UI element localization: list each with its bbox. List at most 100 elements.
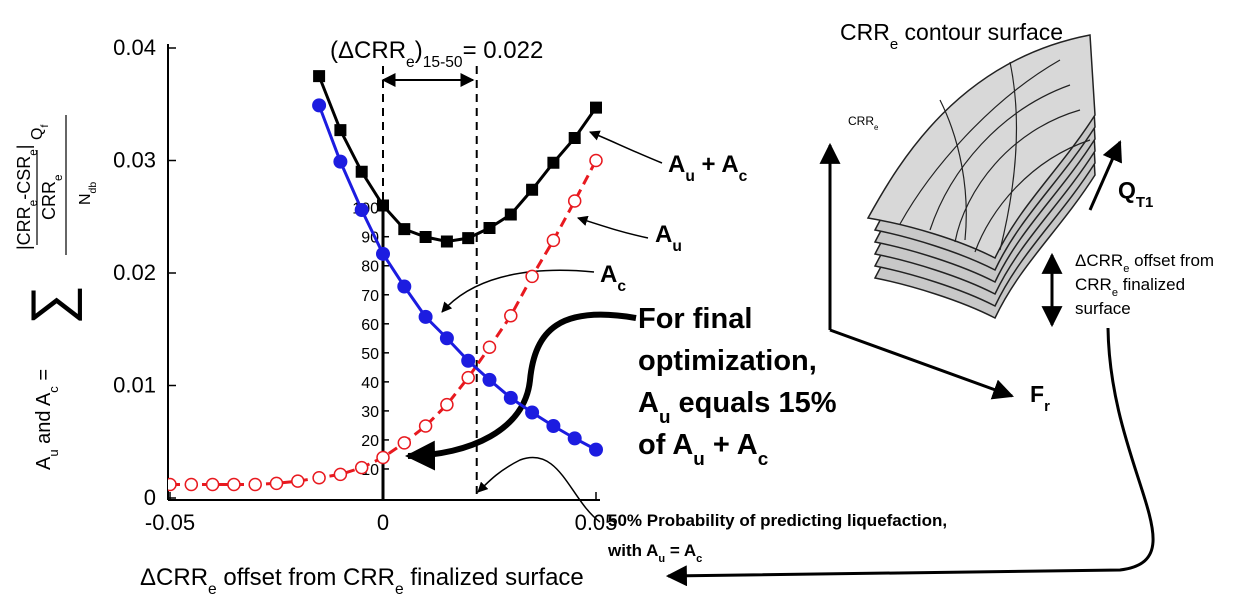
chart-title-part: (ΔCRR xyxy=(330,37,406,64)
callout-line-part: c xyxy=(758,448,768,469)
y-label-denominator: CRRe xyxy=(39,174,65,220)
y-label-text: Au and Ac = xyxy=(33,369,61,470)
x-axis-title-part: e xyxy=(395,581,404,596)
note-line-part: with A xyxy=(607,541,658,560)
y2-tick-label: 20 xyxy=(361,433,379,450)
offset-note-line-part: finalized xyxy=(1118,275,1185,294)
point xyxy=(505,310,517,322)
point xyxy=(312,98,326,112)
y-label-denominator-part: e xyxy=(52,174,65,181)
point xyxy=(333,155,347,169)
callout-line: of Au + Ac xyxy=(638,429,768,469)
point xyxy=(462,372,474,384)
arrow xyxy=(578,218,648,238)
callout-line: Au equals 15% xyxy=(638,387,837,427)
series-label: Au xyxy=(655,221,682,255)
diagram-title: CRRe contour surface xyxy=(840,19,1063,53)
diagram-title-part: contour surface xyxy=(898,19,1063,45)
y-label-denominator-part: CRR xyxy=(39,181,59,220)
callout-line-part: equals 15% xyxy=(670,387,836,419)
point xyxy=(484,341,496,353)
y-tick-label: 0 xyxy=(144,485,156,510)
callout-line-part: u xyxy=(693,448,705,469)
x-tick-label: 0 xyxy=(377,510,389,535)
offset-note-line: ΔCRRe offset from xyxy=(1075,251,1214,275)
y2-tick-label: 30 xyxy=(361,404,379,421)
point xyxy=(484,222,496,234)
y2-tick-label: 70 xyxy=(361,288,379,305)
series-label-part: + A xyxy=(695,151,739,178)
series-label-part: A xyxy=(600,261,617,288)
point xyxy=(398,437,410,449)
axis-label-part: Q xyxy=(1118,177,1136,203)
point xyxy=(569,132,581,144)
offset-note-line: surface xyxy=(1075,299,1131,318)
axis-label-part: T1 xyxy=(1136,194,1153,211)
x-axis-title-part: e xyxy=(208,581,217,596)
point xyxy=(483,373,497,387)
y-tick-label: 0.02 xyxy=(113,260,156,285)
series-label-part: A xyxy=(668,151,685,178)
callout-line-part: For final xyxy=(638,303,752,335)
y-axis-title: Au and Ac =∑|CRRe-CSRe|CRReQfNdb xyxy=(14,115,99,470)
x-tick-label: -0.05 xyxy=(145,510,195,535)
chart-title-part: e xyxy=(406,54,415,71)
series-label: Ac xyxy=(600,261,626,295)
y-tick-label: 0.04 xyxy=(113,35,156,60)
callout-line-part: u xyxy=(659,406,671,427)
axis-label: QT1 xyxy=(1118,177,1153,211)
axis-label-part: F xyxy=(1030,381,1044,407)
point xyxy=(589,443,603,457)
y-label-sigma: ∑ xyxy=(19,285,82,325)
note-line-part: c xyxy=(696,553,702,565)
diagram-title-part: e xyxy=(890,36,898,53)
point xyxy=(207,479,219,491)
y-label-qualifier: Qf xyxy=(29,125,51,140)
y-label-numerator-part: | xyxy=(14,145,34,150)
y2-tick-label: 40 xyxy=(361,375,379,392)
callout-line-part: A xyxy=(638,387,659,419)
series-label-part: u xyxy=(685,168,695,185)
callout-line-part: of A xyxy=(638,429,693,461)
axis-label-part: r xyxy=(1044,398,1050,415)
series-label-part: u xyxy=(672,238,682,255)
axis-label: CRRe xyxy=(848,114,878,132)
chart-title: (ΔCRRe)15-50= 0.022 xyxy=(330,37,543,71)
point xyxy=(377,452,389,464)
point xyxy=(355,203,369,217)
chart-title-part: 15-50 xyxy=(423,54,463,71)
point xyxy=(228,479,240,491)
y-label-text-part: = xyxy=(33,369,55,386)
point xyxy=(441,399,453,411)
point xyxy=(313,472,325,484)
note-line-part: = A xyxy=(665,541,696,560)
y-tick-label: 0.03 xyxy=(113,148,156,173)
point xyxy=(249,479,261,491)
x-axis-title: ΔCRRe offset from CRRe finalized surface xyxy=(140,564,584,596)
series-label: Au + Ac xyxy=(668,151,748,185)
point xyxy=(420,231,432,243)
y-label-count-part: db xyxy=(88,182,99,194)
point xyxy=(420,420,432,432)
point xyxy=(356,462,368,474)
series-label-part: c xyxy=(739,168,748,185)
point xyxy=(461,354,475,368)
y-label-count-part: N xyxy=(77,193,94,205)
chart-title-part: = 0.022 xyxy=(463,37,544,64)
point xyxy=(397,280,411,294)
figure: 00.010.020.030.04-0.0500.051020304050607… xyxy=(0,0,1256,596)
y2-tick-label: 50 xyxy=(361,346,379,363)
series-label-part: c xyxy=(617,278,626,295)
point xyxy=(292,475,304,487)
point xyxy=(504,391,518,405)
point xyxy=(334,468,346,480)
point xyxy=(568,431,582,445)
point xyxy=(185,479,197,491)
x-axis-title-part: offset from CRR xyxy=(217,564,395,591)
point xyxy=(271,477,283,489)
y-label-text-part: A xyxy=(33,456,55,470)
point xyxy=(547,234,559,246)
point xyxy=(164,479,176,491)
y-label-count: Ndb xyxy=(77,182,99,205)
note-line-part: 50% Probability of predicting liquefacti… xyxy=(608,511,947,530)
